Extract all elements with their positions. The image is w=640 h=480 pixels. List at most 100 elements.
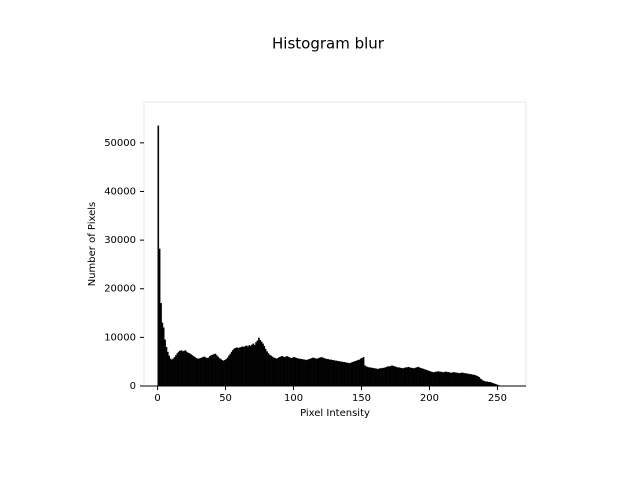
bar [380,368,383,387]
bar [362,357,365,387]
bar [316,358,319,387]
bar [169,358,172,387]
bar [441,372,444,387]
bar [393,366,396,387]
bar [236,347,238,387]
bar [234,347,237,387]
bar [415,367,418,387]
plot-frame [143,101,527,387]
bar [317,358,320,387]
bar [309,358,312,387]
bar [358,359,361,387]
bar [350,362,353,387]
bar [230,351,233,387]
bar [357,360,359,387]
bar [203,356,206,387]
bar [430,371,433,387]
bar [198,358,200,387]
bar [334,360,336,387]
bar [217,356,219,387]
bar [423,369,426,387]
bar [410,367,412,387]
bar [185,351,188,387]
bar [438,371,441,387]
bar [301,359,304,387]
bar [323,358,325,387]
bar [490,382,493,387]
bar [467,373,470,387]
bar [195,358,198,387]
bar [245,345,248,387]
bar [426,370,429,387]
bar [327,359,330,387]
bar [372,367,374,387]
bar [270,355,272,387]
bar [451,372,453,387]
bar [275,358,278,387]
bar [263,345,266,387]
bar [366,366,369,387]
bar [164,339,166,387]
bar [374,368,377,387]
bar [392,365,395,387]
bar [267,353,270,387]
bar [177,351,180,387]
bar [286,356,289,387]
bar [400,367,403,387]
bar [466,373,468,387]
bar [292,357,294,387]
bar [364,365,366,387]
bar [256,340,259,387]
bar [214,353,217,387]
bar [398,367,400,387]
bar [205,357,207,387]
bar [457,373,460,387]
bar [411,367,414,387]
bar [383,367,385,387]
bar [287,357,290,387]
bar [433,372,436,387]
bar [414,367,417,387]
bar [202,357,204,387]
bar [161,322,164,387]
bar [447,372,449,387]
bar [436,371,438,387]
bar [368,367,370,387]
bar [440,371,442,387]
bar [388,366,391,387]
bar [406,367,408,387]
bar [346,362,349,387]
bar [487,381,490,387]
bar [384,367,387,387]
y-tick-label: 20000 [104,284,136,295]
bar [285,356,287,387]
bar [294,357,297,387]
bar [319,357,321,387]
bar [315,358,317,387]
bar [172,358,175,387]
bar [449,372,452,387]
bar [321,357,324,387]
bar [326,359,328,387]
bar [385,366,388,387]
bar [188,353,191,387]
bar [180,350,183,387]
bar [210,355,213,387]
bar [274,358,277,387]
bar [452,372,455,387]
bar [209,356,211,387]
bar [222,360,225,387]
chart-title: Histogram blur [272,35,385,53]
bar [279,356,282,387]
x-axis-label: Pixel Intensity [300,408,370,419]
bar [181,351,184,387]
bar [298,358,301,387]
bar [244,345,247,387]
bar [249,345,252,387]
bar [229,353,232,387]
bar [297,358,300,387]
bar [413,368,415,387]
bar [359,358,362,387]
bar [194,357,196,387]
bar [199,358,202,387]
